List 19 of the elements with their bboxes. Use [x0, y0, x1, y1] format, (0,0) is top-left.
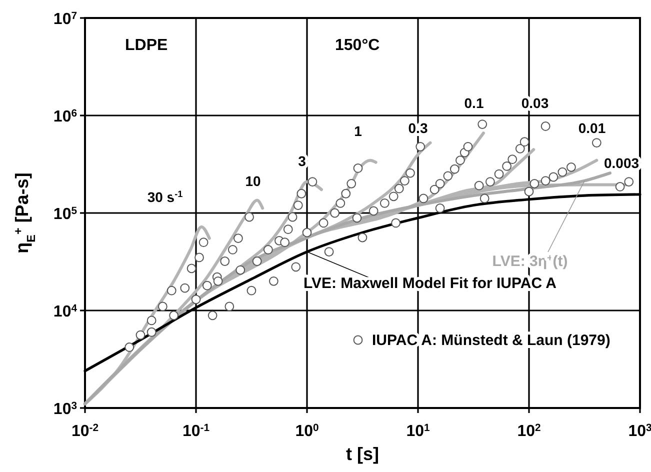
annotation: 0.003 [604, 155, 640, 171]
annotation: LDPE [125, 37, 168, 54]
y-tick-label: 10$^{3}$ [53, 400, 78, 418]
x-axis-title: t [s] [346, 444, 379, 464]
y-tick-label: 10$^{6}$ [53, 108, 78, 126]
annotation: 0.1 [464, 95, 484, 111]
x-tick-label: 10$^{2}$ [517, 422, 542, 440]
x-tick-label: 10$^{1}$ [406, 422, 430, 440]
x-tick-label: 10$^{0}$ [295, 422, 320, 440]
y-tick-label: 10$^{4}$ [53, 303, 78, 320]
x-tick-label: 10$^{-1}$ [182, 422, 210, 440]
annotation: 1 [354, 123, 362, 139]
annotation: 3 [298, 153, 306, 169]
y-tick-label: 10$^{5}$ [53, 206, 78, 223]
annotation: 0.01 [578, 120, 606, 136]
x-tick-label: 10$^{-2}$ [71, 422, 99, 440]
annotation: 10 [245, 173, 261, 189]
y-tick-label: 10$^{7}$ [53, 10, 78, 28]
annotation: 150°C [335, 37, 380, 54]
